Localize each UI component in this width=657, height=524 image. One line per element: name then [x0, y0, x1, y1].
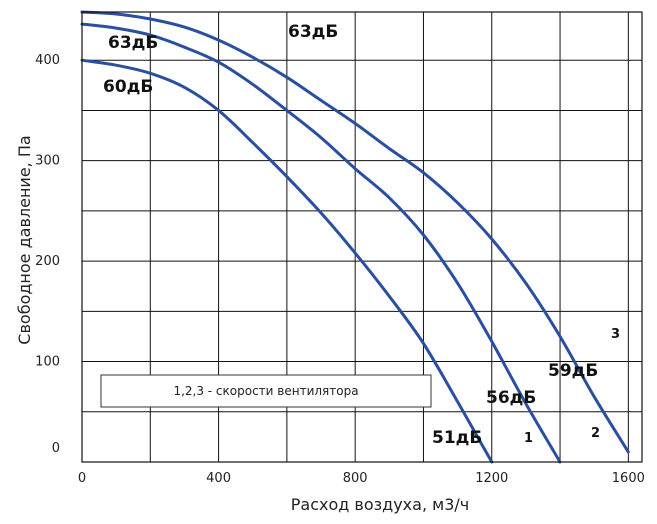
annotation-63db-speed2: 63дБ: [108, 33, 158, 53]
curve-label-3: 3: [611, 327, 620, 342]
curve-label-2: 2: [591, 426, 600, 441]
x-tick-label: 400: [206, 471, 231, 486]
y-axis-title: Свободное давление, Па: [15, 135, 34, 344]
annotation-63db-speed3: 63дБ: [288, 22, 338, 42]
annotation-60db: 60дБ: [103, 77, 153, 97]
x-axis-title: Расход воздуха, м3/ч: [291, 495, 469, 514]
x-tick-label: 1600: [612, 471, 645, 486]
annotation-59db: 59дБ: [548, 361, 598, 381]
curve-speed-2: [80, 22, 562, 464]
x-tick-label: 1200: [475, 471, 508, 486]
y-axis-ticks: 0 100 200 300 400: [35, 53, 60, 456]
y-tick-label: 200: [35, 254, 60, 269]
y-tick-label: 0: [52, 441, 60, 456]
annotation-56db: 56дБ: [486, 388, 536, 408]
curve-speed-3: [80, 10, 630, 454]
legend-frame: [100, 374, 432, 408]
annotation-51db: 51дБ: [432, 428, 482, 448]
y-tick-label: 400: [35, 53, 60, 68]
x-tick-label: 800: [343, 471, 368, 486]
legend-label: 1,2,3 - скорости вентилятора: [173, 384, 358, 398]
y-tick-label: 100: [35, 355, 60, 370]
y-tick-label: 300: [35, 154, 60, 169]
fan-curves: [80, 10, 630, 464]
annotations: 63дБ 63дБ 60дБ 59дБ 56дБ 51дБ 1 2 3: [103, 22, 620, 448]
x-axis-ticks: 0 400 800 1200 1600: [78, 471, 645, 486]
curve-label-1: 1: [524, 431, 533, 446]
x-tick-label: 0: [78, 471, 86, 486]
curve-speed-1: [80, 58, 494, 464]
legend-box: 1,2,3 - скорости вентилятора: [100, 374, 432, 408]
plot-frame: [81, 11, 643, 463]
